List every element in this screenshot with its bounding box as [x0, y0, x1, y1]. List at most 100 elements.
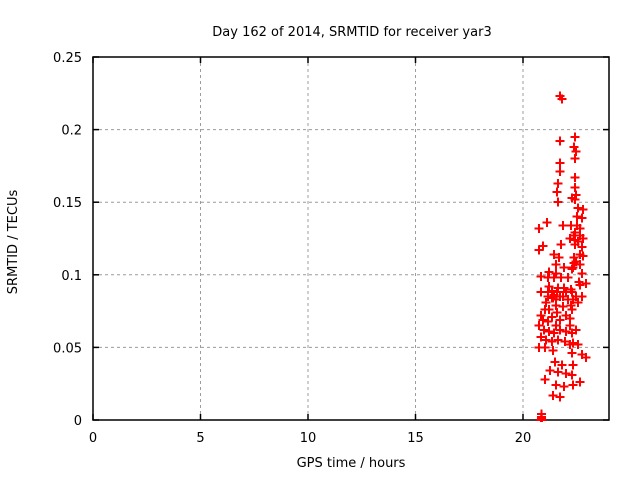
scatter-point [570, 173, 580, 183]
scatter-point [558, 220, 568, 230]
scatter-point [561, 369, 571, 379]
scatter-point [575, 260, 585, 270]
plot-border [92, 56, 610, 421]
scatter-point [565, 321, 575, 331]
scatter-point [561, 326, 571, 336]
scatter-point [570, 154, 580, 164]
scatter-point [539, 325, 549, 335]
tick-labels: 0 5 10 15 20 0 0.05 0.1 0.15 0.2 0.25 [53, 51, 531, 446]
scatter-point [575, 280, 585, 290]
scatter-point [536, 310, 546, 320]
scatter-point [577, 242, 587, 252]
y-tick-label: 0.25 [53, 51, 82, 66]
y-tick-label: 0 [74, 414, 82, 429]
y-axis-label: SRMTID / TECUs [6, 190, 21, 295]
x-axis-label: GPS time / hours [297, 456, 406, 471]
scatter-point [567, 370, 577, 380]
scatter-point [555, 392, 565, 402]
scatter-point [553, 197, 563, 207]
scatter-point [556, 239, 566, 249]
y-tick-label: 0.05 [53, 341, 82, 356]
scatter-point [549, 328, 559, 338]
scatter-point [542, 218, 552, 228]
scatter-point [567, 287, 577, 297]
scatter-point [568, 360, 578, 370]
scatter-point [543, 316, 553, 326]
scatter-point [558, 302, 568, 312]
scatter-point [551, 321, 561, 331]
scatter-point [534, 321, 544, 331]
scatter-point [543, 292, 553, 302]
scatter-point [567, 348, 577, 358]
x-tick-label: 15 [407, 431, 424, 446]
scatter-point [577, 268, 587, 278]
scatter-point [551, 268, 561, 278]
scatter-point [581, 353, 591, 363]
gridlines [93, 56, 609, 420]
scatter-point [559, 263, 569, 273]
scatter-point [570, 239, 580, 249]
scatter-point [578, 234, 588, 243]
x-tick-label: 10 [300, 431, 317, 446]
scatter-point [566, 300, 576, 310]
scatter-point [573, 203, 583, 213]
scatter-point [540, 342, 550, 352]
scatter-point [538, 241, 548, 251]
scatter-point [557, 94, 567, 104]
scatter-point [557, 360, 567, 370]
scatter-point [544, 326, 554, 336]
scatter-point [534, 245, 544, 255]
scatter-point [548, 390, 558, 400]
scatter-point [559, 283, 569, 293]
scatter-point [578, 204, 588, 214]
scatter-point [560, 337, 570, 347]
y-tick-label: 0.1 [61, 269, 82, 284]
x-tick-label: 0 [89, 431, 97, 446]
axes [92, 56, 610, 421]
data-points [534, 91, 591, 422]
scatter-point [570, 132, 580, 142]
scatter-point [555, 167, 565, 177]
scatter-point [573, 297, 583, 307]
scatter-point [550, 357, 560, 367]
scatter-point [555, 325, 565, 335]
scatter-point [553, 367, 563, 377]
scatter-point [555, 315, 565, 325]
scatter-point [536, 271, 546, 281]
scatter-point [551, 300, 561, 310]
scatter-point [565, 234, 575, 243]
scatter-point [548, 345, 558, 355]
scatter-point [577, 213, 587, 223]
scatter-point [551, 380, 561, 390]
scatter-point [578, 251, 588, 261]
scatter-point [540, 374, 550, 384]
scatter-point [555, 158, 565, 168]
scatter-point [549, 249, 559, 259]
scatter-point [570, 183, 580, 193]
scatter-point [568, 294, 578, 304]
scatter-point [538, 315, 548, 325]
scatter-point [534, 223, 544, 233]
scatter-point [540, 305, 550, 315]
scatter-point [552, 187, 562, 197]
scatter-point [544, 267, 554, 277]
scatter-point [565, 339, 575, 349]
scatter-point [555, 136, 565, 146]
scatter-point [554, 252, 564, 262]
scatter-point [577, 292, 587, 302]
scatter-point [547, 312, 557, 322]
scatter-point [541, 335, 551, 345]
scatter-point [547, 337, 557, 347]
y-tick-label: 0.2 [61, 124, 82, 139]
scatter-point [567, 264, 577, 274]
scatter-point [559, 382, 569, 392]
scatter-point [553, 335, 563, 345]
scatter-point [536, 414, 546, 422]
scatter-point [569, 142, 579, 152]
scatter-point [551, 260, 561, 270]
scatter-point [570, 194, 580, 204]
scatter-point [545, 366, 555, 376]
scatter-point [553, 178, 563, 188]
